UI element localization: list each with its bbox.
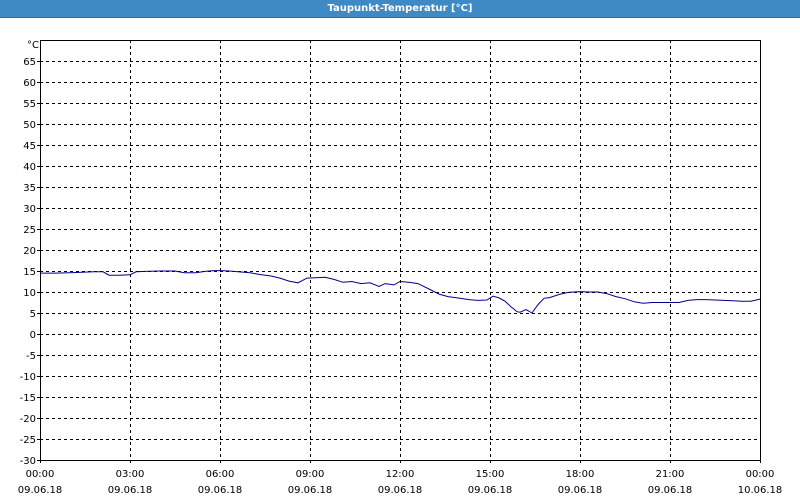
x-tick-date: 10.06.18 (738, 485, 783, 496)
y-tick-label: 25 (23, 225, 36, 236)
y-tick-label: 35 (23, 183, 36, 194)
plot-frame (40, 40, 761, 461)
x-tick-date: 09.06.18 (18, 485, 63, 496)
y-axis-label: °C (27, 40, 39, 51)
y-tick-label: 40 (23, 162, 36, 173)
x-tick-date: 09.06.18 (378, 485, 423, 496)
x-tick-time: 00:00 (746, 469, 775, 480)
x-tick-time: 18:00 (566, 469, 595, 480)
y-tick-label: 15 (23, 267, 36, 278)
series-line (40, 270, 761, 314)
x-tick-date: 09.06.18 (108, 485, 153, 496)
y-tick-label: 10 (23, 288, 36, 299)
y-tick-label: -20 (20, 414, 36, 425)
x-tick-date: 09.06.18 (558, 485, 603, 496)
y-tick-label: -15 (20, 393, 36, 404)
x-tick-time: 21:00 (656, 469, 685, 480)
y-tick-label: 60 (23, 78, 36, 89)
x-tick-date: 09.06.18 (288, 485, 333, 496)
x-tick-time: 09:00 (296, 469, 325, 480)
y-tick-label: 5 (30, 309, 36, 320)
x-tick-time: 06:00 (206, 469, 235, 480)
x-tick-time: 15:00 (476, 469, 505, 480)
grid (40, 40, 760, 461)
y-tick-label: 30 (23, 204, 36, 215)
y-tick-label: 65 (23, 57, 36, 68)
y-tick-label: -5 (26, 351, 36, 362)
x-tick-date: 09.06.18 (468, 485, 513, 496)
y-tick-label: 0 (30, 330, 36, 341)
x-tick-time: 12:00 (386, 469, 415, 480)
y-axis: 65605550454035302520151050-5-10-15-20-25… (20, 57, 40, 467)
x-tick-time: 03:00 (116, 469, 145, 480)
y-tick-label: 50 (23, 120, 36, 131)
y-tick-label: -30 (20, 456, 36, 467)
x-tick-time: 00:00 (26, 469, 55, 480)
y-tick-label: -10 (20, 372, 36, 383)
y-tick-label: 20 (23, 246, 36, 257)
x-tick-date: 09.06.18 (198, 485, 243, 496)
x-tick-date: 09.06.18 (648, 485, 693, 496)
y-tick-label: 45 (23, 141, 36, 152)
y-tick-label: -25 (20, 435, 36, 446)
chart-title: Taupunkt-Temperatur [°C] (0, 0, 800, 18)
y-tick-label: 55 (23, 99, 36, 110)
x-axis: 00:00 09.06.18 03:00 09.06.18 06:00 09.06.18 0… (18, 460, 783, 496)
